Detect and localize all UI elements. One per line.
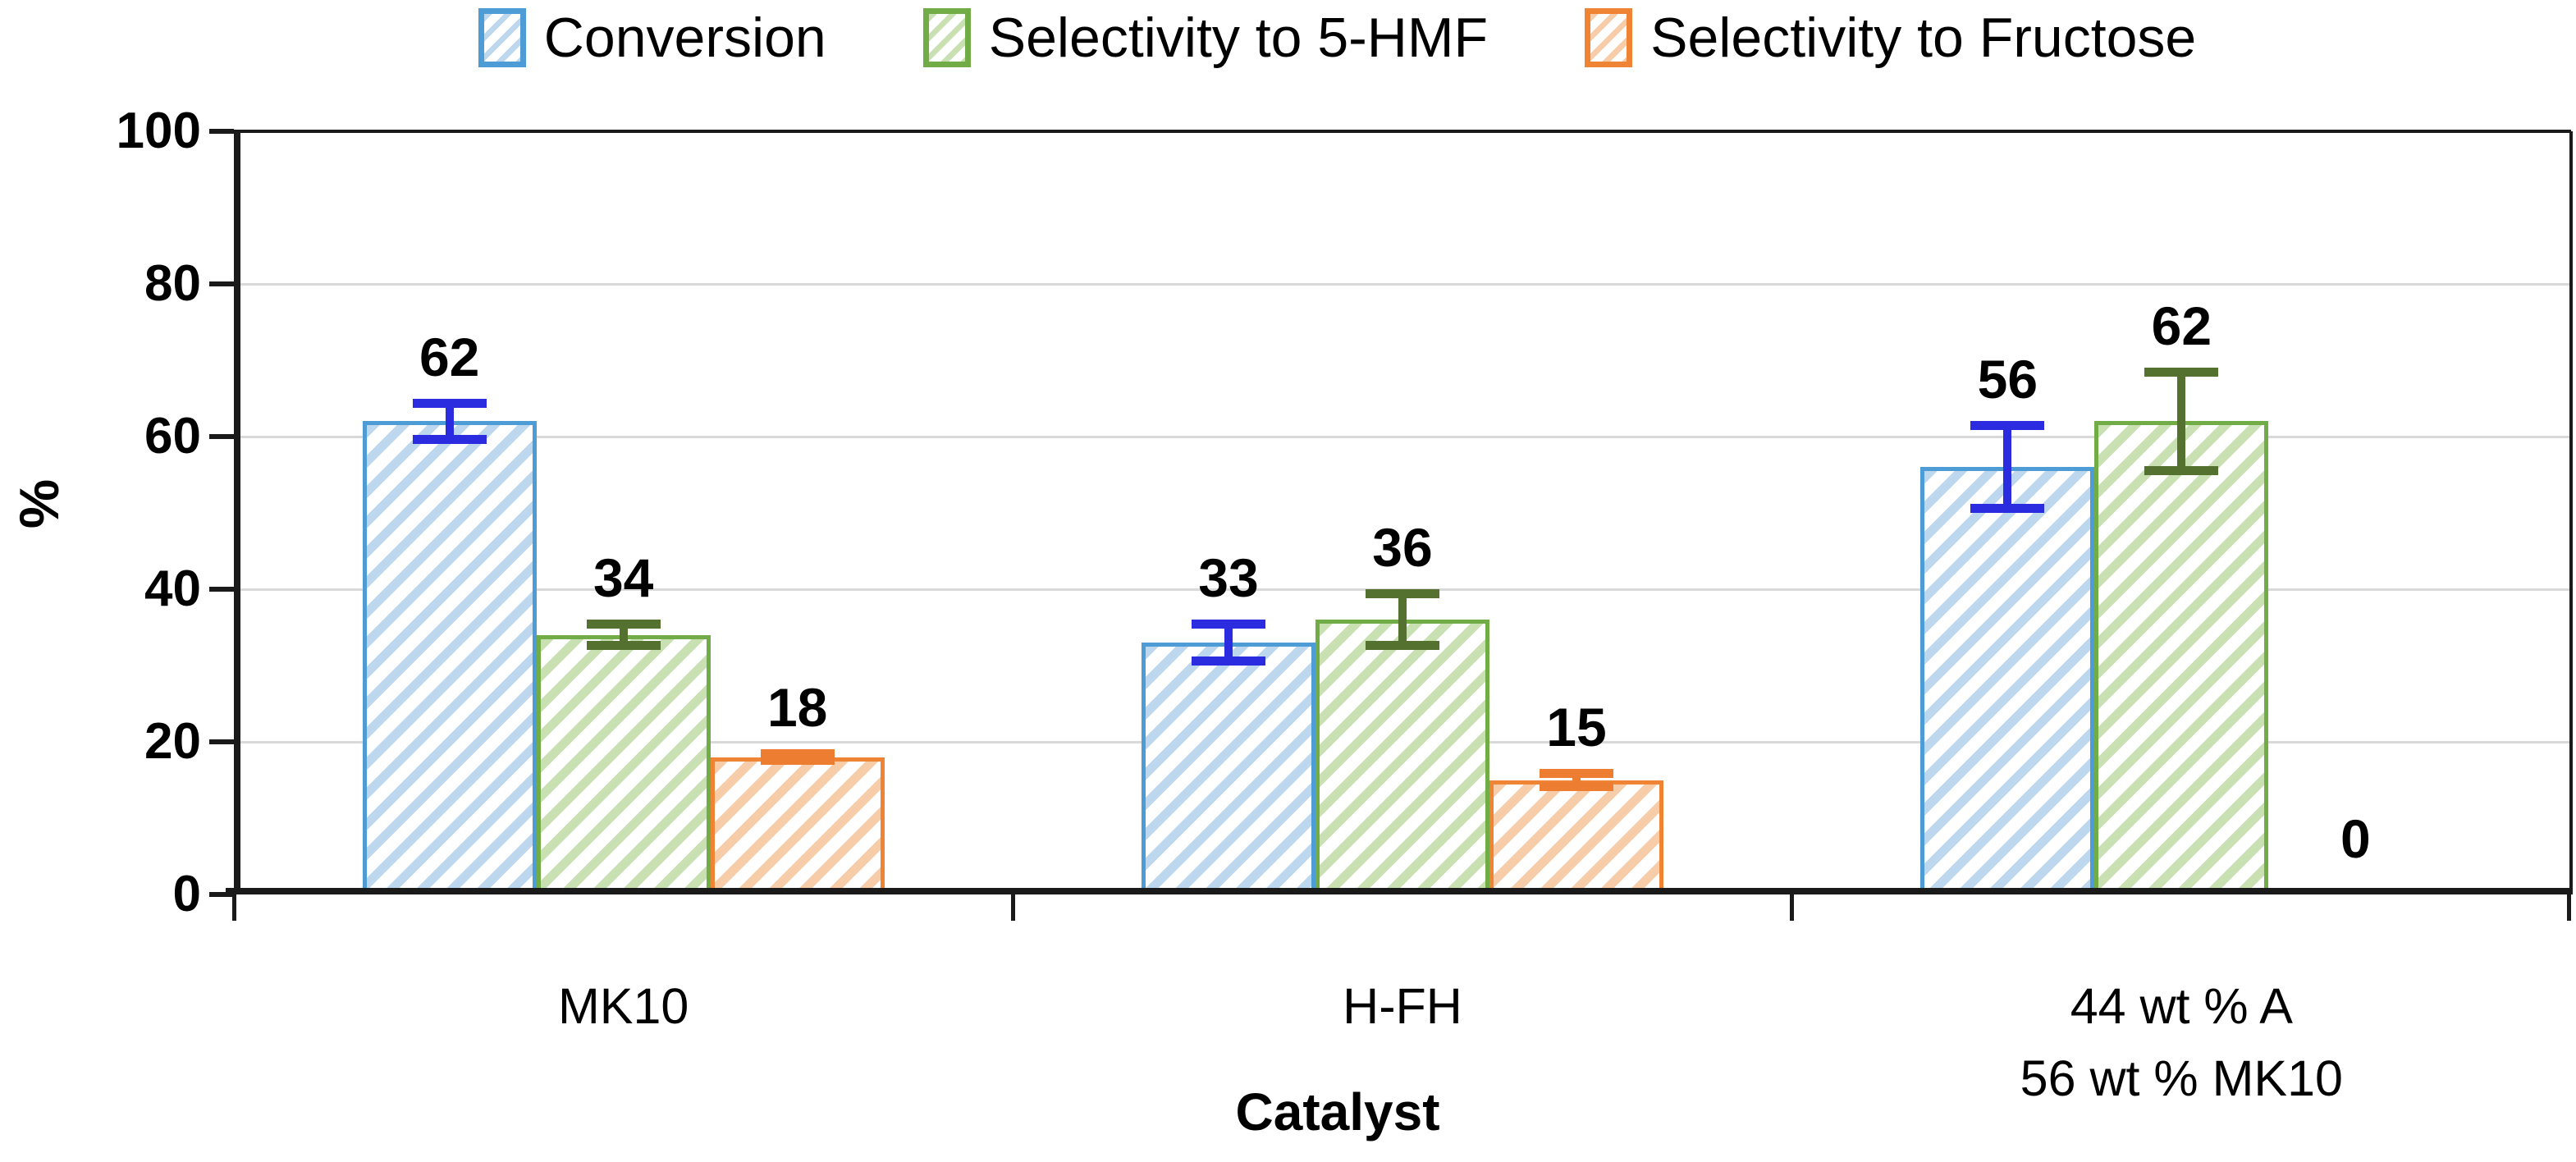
x-category-label-mk10: MK10 [557, 978, 689, 1034]
y-tick-label-60: 60 [144, 408, 201, 464]
y-axis-line [234, 131, 240, 894]
y-tick-60 [209, 434, 234, 439]
legend-swatch-selectivity-to-fructose-icon [1585, 8, 1633, 67]
legend-label-conversion: Conversion [543, 7, 826, 69]
data-label-selectivity-to-fructose-h-fh: 15 [1546, 696, 1607, 757]
error-bar-stem [445, 398, 454, 445]
y-tick-label-40: 40 [144, 560, 201, 617]
y-axis-title: % [8, 478, 71, 529]
y-tick-label-80: 80 [144, 255, 201, 312]
error-bar-stem [1224, 620, 1233, 666]
error-bar-selectivity-to-5-hmf-mk10 [586, 620, 661, 651]
y-tick-label-20: 20 [144, 713, 201, 770]
bar-selectivity-to-fructose-mk10 [710, 757, 885, 894]
error-bar-stem [619, 620, 628, 651]
x-tick-2 [1790, 894, 1795, 921]
data-label-conversion-mk10: 62 [419, 326, 480, 387]
legend-item-conversion: Conversion [478, 8, 826, 67]
error-bar-stem [1398, 589, 1407, 651]
error-bar-stem [793, 749, 802, 765]
gridline-80 [240, 282, 2571, 286]
x-tick-3 [2567, 894, 2571, 921]
bar-conversion-mk10 [362, 421, 537, 894]
plot-border-top [234, 130, 2571, 133]
chart-legend: Conversion Selectivity to 5-HMF Selectivit… [0, 8, 2576, 67]
error-bar-stem [1572, 768, 1581, 792]
x-axis-line [226, 888, 2571, 894]
data-label-selectivity-to-fructose-44-wt-a: 0 [2340, 808, 2371, 869]
data-label-conversion-h-fh: 33 [1198, 547, 1259, 609]
error-bar-selectivity-to-fructose-mk10 [760, 749, 835, 765]
legend-swatch-selectivity-to-5-hmf-icon [922, 8, 971, 67]
legend-item-selectivity-to-fructose: Selectivity to Fructose [1585, 8, 2196, 67]
error-bar-selectivity-to-5-hmf-44-wt-a [2144, 368, 2219, 475]
bar-selectivity-to-fructose-h-fh [1489, 780, 1663, 894]
data-label-conversion-44-wt-a: 56 [1977, 349, 2038, 410]
x-tick-0 [231, 894, 236, 921]
gridline-60 [240, 435, 2571, 438]
plot-area: 0 20 40 60 80 100 MK10 H-FH 44 wt % A 56 wt % MK… [117, 103, 2573, 1106]
y-tick-label-0: 0 [172, 866, 201, 922]
x-tick-1 [1010, 894, 1015, 921]
x-category-label-44-wt-a: 44 wt % A 56 wt % MK10 [2020, 978, 2343, 1107]
data-label-selectivity-to-5-hmf-44-wt-a: 62 [2151, 295, 2212, 357]
bar-conversion-h-fh [1142, 643, 1315, 894]
y-tick-80 [209, 281, 234, 286]
error-bar-selectivity-to-fructose-h-fh [1540, 768, 1613, 792]
error-bar-stem [2177, 368, 2186, 475]
bar-conversion-44-wt-a [1920, 467, 2095, 894]
y-tick-0 [209, 892, 234, 897]
data-label-selectivity-to-5-hmf-mk10: 34 [593, 547, 654, 609]
gridline-40 [240, 588, 2571, 591]
x-category-label-h-fh: H-FH [1343, 978, 1462, 1034]
data-label-selectivity-to-5-hmf-h-fh: 36 [1372, 517, 1433, 578]
y-tick-20 [209, 739, 234, 744]
bar-selectivity-to-5-hmf-mk10 [536, 634, 711, 894]
plot-border-right [2569, 131, 2573, 894]
legend-item-selectivity-to-5-hmf: Selectivity to 5-HMF [922, 7, 1489, 69]
bar-selectivity-to-5-hmf-h-fh [1315, 620, 1489, 894]
y-tick-label-100: 100 [116, 103, 201, 159]
x-axis-title: Catalyst [1235, 1082, 1440, 1141]
error-bar-selectivity-to-5-hmf-h-fh [1366, 589, 1439, 651]
error-bar-conversion-mk10 [412, 398, 487, 445]
y-tick-100 [209, 129, 234, 134]
error-bar-conversion-44-wt-a [1970, 421, 2045, 513]
legend-label-selectivity-to-5-hmf: Selectivity to 5-HMF [988, 7, 1489, 69]
legend-swatch-conversion-icon [478, 8, 526, 67]
error-bar-conversion-h-fh [1192, 620, 1265, 666]
y-tick-40 [209, 587, 234, 592]
legend-label-selectivity-to-fructose: Selectivity to Fructose [1650, 7, 2197, 69]
data-label-selectivity-to-fructose-mk10: 18 [766, 677, 828, 739]
error-bar-stem [2003, 421, 2012, 513]
